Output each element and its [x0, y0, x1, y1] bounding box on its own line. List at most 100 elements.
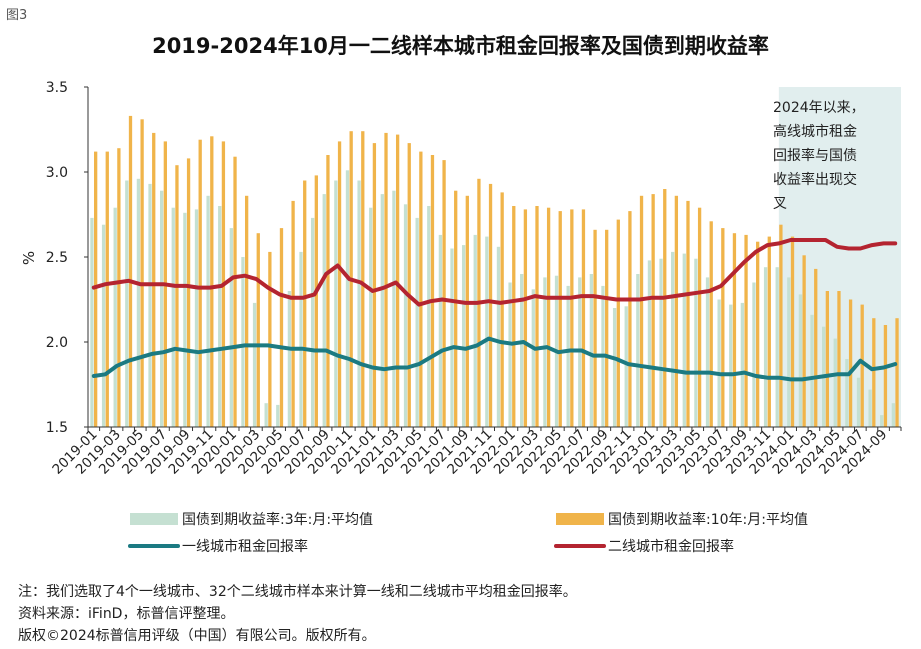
bar-3y: [183, 212, 187, 427]
bar-3y: [345, 170, 350, 428]
bar-3y: [136, 178, 141, 427]
bar-3y: [612, 308, 617, 427]
bar-10y: [570, 209, 574, 427]
bar-3y: [101, 224, 106, 427]
annotation-text: 回报率与国债: [773, 147, 857, 164]
bar-10y: [721, 228, 725, 427]
bar-10y: [686, 200, 690, 427]
bar-10y: [802, 255, 806, 427]
bar-3y: [508, 282, 512, 427]
legend-swatch: [130, 513, 178, 525]
bar-3y: [531, 289, 535, 427]
bar-10y: [117, 148, 121, 427]
bar-10y: [732, 233, 737, 427]
bar-10y: [279, 228, 284, 427]
bar-3y: [647, 260, 652, 427]
bar-10y: [872, 318, 876, 427]
bar-3y: [485, 236, 489, 427]
annotation-text: 2024年以来，: [773, 100, 865, 116]
bar-10y: [848, 299, 853, 427]
bar-10y: [546, 207, 551, 427]
bar-3y: [473, 234, 477, 427]
bar-10y: [744, 234, 748, 427]
bar-10y: [616, 219, 620, 427]
bar-10y: [523, 209, 528, 427]
y-axis-label: %: [20, 251, 38, 265]
bar-3y: [845, 359, 849, 427]
bar-10y: [628, 211, 632, 427]
bar-10y: [895, 318, 899, 427]
bar-10y: [756, 241, 760, 427]
bar-10y: [593, 229, 597, 427]
bar-10y: [581, 209, 586, 427]
bar-3y: [427, 206, 431, 427]
bar-3y: [589, 274, 594, 427]
y-tick-label: 1.5: [46, 420, 68, 436]
bar-3y: [90, 217, 94, 427]
legend-label: 二线城市租金回报率: [608, 538, 734, 555]
bar-3y: [403, 204, 408, 427]
bar-10y: [140, 119, 144, 428]
bar-3y: [856, 377, 861, 427]
bar-10y: [419, 151, 423, 427]
bar-3y: [357, 180, 361, 427]
bar-10y: [94, 151, 98, 427]
bar-3y: [671, 251, 675, 427]
legend-label: 国债到期收益率:10年:月:平均值: [608, 511, 808, 528]
bar-3y: [276, 404, 280, 427]
bar-10y: [152, 132, 156, 427]
bar-3y: [171, 207, 175, 427]
bar-10y: [244, 195, 249, 427]
y-tick-label: 2.5: [46, 250, 68, 266]
bar-3y: [775, 267, 779, 427]
bar-3y: [682, 253, 686, 427]
bar-3y: [194, 209, 199, 427]
bar-3y: [334, 180, 338, 427]
bar-10y: [442, 160, 446, 427]
bar-3y: [113, 207, 117, 427]
bar-3y: [868, 389, 872, 427]
bar-3y: [810, 314, 814, 427]
bar-3y: [380, 194, 384, 427]
bar-10y: [175, 165, 179, 427]
bar-3y: [392, 190, 396, 427]
bar-10y: [535, 206, 539, 427]
bar-3y: [252, 302, 257, 427]
annotation-text: 高线城市租金: [773, 123, 857, 140]
legend-label: 国债到期收益率:3年:月:平均值: [182, 511, 373, 528]
bar-3y: [461, 245, 466, 427]
bar-10y: [767, 236, 771, 427]
bar-3y: [694, 258, 698, 427]
bar-10y: [198, 139, 202, 427]
bar-10y: [500, 192, 504, 427]
bar-10y: [663, 189, 667, 427]
bar-10y: [326, 155, 330, 427]
bar-10y: [256, 233, 260, 427]
bar-3y: [415, 217, 419, 427]
bar-10y: [883, 325, 888, 427]
bar-3y: [752, 282, 756, 427]
bar-3y: [566, 285, 570, 427]
bar-3y: [705, 277, 710, 427]
bar-3y: [159, 190, 164, 427]
line-tier2: [91, 238, 898, 307]
bar-3y: [717, 299, 721, 427]
bar-3y: [310, 217, 315, 427]
bar-10y: [814, 268, 818, 427]
bar-10y: [430, 155, 435, 427]
bar-3y: [369, 207, 373, 427]
bar-10y: [186, 158, 191, 427]
bar-10y: [105, 151, 109, 427]
bar-10y: [314, 175, 318, 427]
footnotes: 注：我们选取了4个一线城市、32个二线城市样本来计算一线和二线城市平均租金回报率…: [18, 581, 577, 647]
bar-3y: [624, 306, 628, 427]
bar-3y: [880, 415, 884, 427]
annotation-text: 收益率出现交: [773, 171, 857, 188]
annotation-text: 叉: [773, 196, 787, 212]
bar-10y: [372, 143, 377, 427]
figure-label: 图3: [6, 8, 28, 23]
bar-3y: [729, 304, 733, 427]
bar-10y: [674, 195, 679, 427]
bar-10y: [779, 224, 783, 427]
bar-10y: [361, 131, 365, 427]
